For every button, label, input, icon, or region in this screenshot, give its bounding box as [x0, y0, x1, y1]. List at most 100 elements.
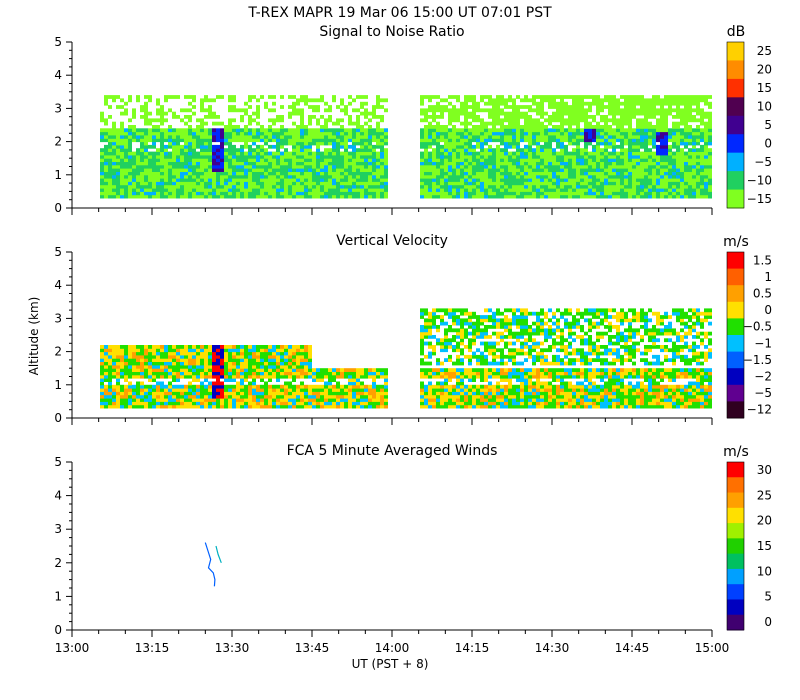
- heatmap-cell: [596, 128, 600, 133]
- heatmap-cell: [448, 95, 452, 99]
- heatmap-cell: [156, 161, 160, 166]
- heatmap-cell: [432, 138, 436, 143]
- heatmap-cell: [208, 384, 212, 389]
- heatmap-cell: [608, 178, 612, 182]
- heatmap-cell: [364, 131, 368, 136]
- heatmap-cell: [584, 188, 588, 192]
- heatmap-cell: [192, 161, 196, 166]
- heatmap-cell: [260, 368, 264, 372]
- heatmap-cell: [444, 108, 448, 113]
- heatmap-cell: [112, 374, 116, 379]
- heatmap-cell: [128, 398, 132, 402]
- heatmap-cell: [652, 95, 656, 99]
- heatmap-cell: [444, 194, 448, 199]
- heatmap-cell: [172, 171, 176, 176]
- heatmap-cell: [208, 374, 212, 379]
- heatmap-cell: [168, 188, 172, 192]
- heatmap-cell: [656, 144, 660, 149]
- heatmap-cell: [560, 101, 564, 106]
- heatmap-cell: [148, 144, 152, 149]
- heatmap-cell: [504, 125, 508, 129]
- heatmap-cell: [540, 164, 544, 169]
- heatmap-cell: [596, 148, 600, 152]
- heatmap-cell: [684, 125, 688, 129]
- heatmap-cell: [164, 154, 168, 159]
- heatmap-cell: [228, 358, 232, 362]
- heatmap-cell: [468, 168, 472, 172]
- heatmap-cell: [108, 378, 112, 382]
- heatmap-cell: [688, 135, 692, 139]
- heatmap-cell: [624, 191, 628, 196]
- heatmap-cell: [700, 194, 704, 199]
- heatmap-cell: [304, 404, 308, 409]
- heatmap-cell: [172, 374, 176, 379]
- heatmap-cell: [496, 148, 500, 152]
- heatmap-cell: [524, 105, 528, 109]
- heatmap-cell: [260, 388, 264, 392]
- heatmap-cell: [176, 378, 180, 382]
- heatmap-cell: [272, 384, 276, 389]
- heatmap-cell: [216, 381, 220, 386]
- heatmap-cell: [664, 141, 668, 146]
- heatmap-cell: [152, 404, 156, 409]
- heatmap-cell: [144, 164, 148, 169]
- heatmap-cell: [272, 138, 276, 143]
- heatmap-cell: [180, 191, 184, 196]
- heatmap-cell: [144, 371, 148, 376]
- heatmap-cell: [192, 135, 196, 139]
- heatmap-cell: [232, 378, 236, 382]
- heatmap-cell: [208, 398, 212, 402]
- heatmap-cell: [480, 144, 484, 149]
- heatmap-cell: [484, 138, 488, 143]
- heatmap-cell: [200, 128, 204, 133]
- heatmap-cell: [232, 125, 236, 129]
- heatmap-cell: [188, 168, 192, 172]
- heatmap-cell: [240, 118, 244, 123]
- heatmap-cell: [216, 161, 220, 166]
- heatmap-cell: [448, 111, 452, 116]
- heatmap-cell: [196, 361, 200, 366]
- velocity-panel-title: Vertical Velocity: [336, 233, 448, 249]
- heatmap-cell: [344, 111, 348, 116]
- heatmap-cell: [636, 154, 640, 159]
- heatmap-cell: [480, 194, 484, 199]
- heatmap-cell: [160, 184, 164, 189]
- heatmap-cell: [356, 378, 360, 382]
- heatmap-cell: [456, 144, 460, 149]
- heatmap-cell: [672, 158, 676, 162]
- heatmap-cell: [556, 135, 560, 139]
- heatmap-cell: [368, 368, 372, 372]
- heatmap-cell: [688, 105, 692, 109]
- heatmap-cell: [548, 158, 552, 162]
- heatmap-cell: [156, 118, 160, 123]
- heatmap-cell: [684, 98, 688, 103]
- heatmap-cell: [116, 348, 120, 353]
- heatmap-cell: [696, 154, 700, 159]
- heatmap-cell: [552, 111, 556, 116]
- heatmap-cell: [512, 188, 516, 192]
- heatmap-cell: [436, 148, 440, 152]
- heatmap-cell: [608, 194, 612, 199]
- heatmap-cell: [432, 118, 436, 123]
- heatmap-cell: [600, 101, 604, 106]
- heatmap-cell: [580, 101, 584, 106]
- heatmap-cell: [340, 141, 344, 146]
- heatmap-cell: [260, 401, 264, 406]
- colorbar-label: 10: [757, 100, 772, 114]
- heatmap-cell: [540, 151, 544, 156]
- heatmap-cell: [232, 135, 236, 139]
- heatmap-cell: [616, 181, 620, 186]
- heatmap-cell: [616, 151, 620, 156]
- heatmap-cell: [480, 184, 484, 189]
- heatmap-cell: [504, 154, 508, 159]
- heatmap-cell: [508, 194, 512, 199]
- heatmap-cell: [112, 371, 116, 376]
- heatmap-cell: [596, 168, 600, 172]
- heatmap-cell: [660, 148, 664, 152]
- heatmap-cell: [232, 371, 236, 376]
- heatmap-cell: [380, 115, 384, 119]
- heatmap-cell: [228, 371, 232, 376]
- heatmap-cell: [688, 111, 692, 116]
- heatmap-cell: [472, 144, 476, 149]
